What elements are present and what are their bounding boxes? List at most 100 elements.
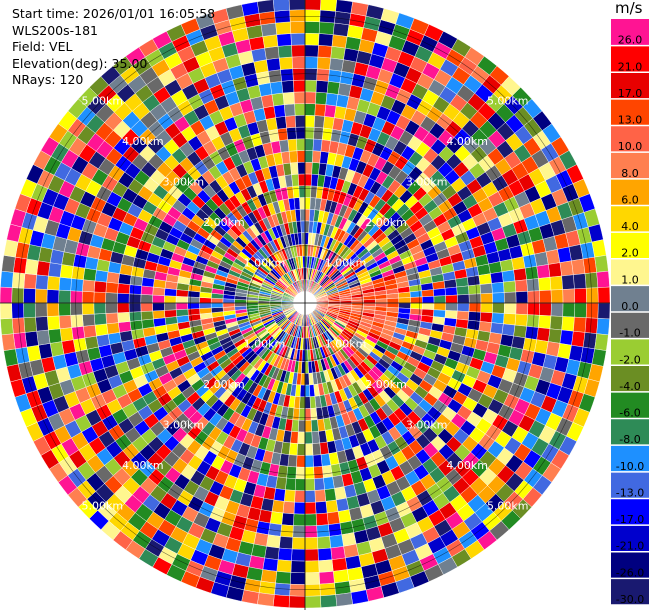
gate-cell (312, 442, 322, 456)
range-ring-label: 2.00km (365, 378, 407, 391)
gate-cell (48, 328, 62, 344)
gate-cell (326, 511, 341, 525)
gate-cell (106, 271, 120, 284)
gate-cell (410, 302, 423, 310)
gate-cell (70, 290, 83, 304)
range-ring-label: 2.00km (203, 378, 245, 391)
range-ring-label: 3.00km (406, 175, 448, 188)
gate-cell (304, 595, 322, 609)
colorbar-bin (611, 498, 649, 526)
range-ring-label: 5.00km (487, 94, 529, 107)
gate-cell (398, 297, 411, 304)
range-ring-label: 5.00km (487, 500, 529, 513)
gate-cell (492, 292, 505, 304)
gate-cell (468, 311, 481, 322)
gate-cell (0, 270, 14, 288)
colorbar: 26.0 21.0 17.0 13.0 10.0 8.0 6.0 4.0 2.0 1.0 0.0 -1… (611, 19, 649, 605)
gate-cell (503, 313, 517, 326)
gate-cell (304, 572, 320, 585)
colorbar-tick-label: -30.0 (616, 593, 644, 605)
gate-cell (269, 81, 284, 95)
gate-cell (128, 302, 142, 313)
gate-cell (93, 291, 107, 304)
gate-cell (234, 302, 247, 307)
gate-cell (290, 32, 306, 46)
gate-cell (47, 275, 61, 291)
gate-cell (574, 288, 587, 304)
gate-cell (351, 299, 364, 304)
gate-cell (0, 302, 13, 320)
gate-cell (271, 92, 285, 107)
gate-cell (421, 289, 435, 298)
gate-cell (281, 80, 295, 94)
gate-cell (296, 443, 306, 456)
gate-cell (35, 316, 49, 332)
range-grid (0, 0, 610, 610)
gate-cell (433, 302, 446, 311)
gate-cell (292, 185, 300, 199)
gate-cell (290, 21, 306, 34)
gate-cell (83, 324, 97, 339)
elevation-label: Elevation(deg): 35.00 (12, 55, 148, 71)
gate-cell (433, 288, 446, 297)
range-ring-label: 5.00km (81, 94, 123, 107)
gate-cell (304, 525, 318, 538)
gate-cell (315, 501, 328, 515)
gate-cell (96, 333, 111, 348)
colorbar-tick-label: 1.0 (621, 273, 639, 286)
gate-cell (330, 46, 346, 60)
start-time-label: Start time: 2026/01/01 16:05:58 (12, 6, 216, 21)
gate-cell (58, 302, 71, 317)
gate-cell (480, 292, 493, 304)
gate-cell (331, 557, 348, 572)
gate-cell (175, 302, 189, 310)
gate-cell (187, 302, 200, 310)
gate-cell (386, 302, 400, 309)
range-ring-label: 3.00km (163, 419, 205, 432)
gate-cell (315, 512, 329, 526)
gate-cell (304, 466, 315, 480)
gate-cell (107, 332, 122, 345)
colorbar-tick-label: -10.0 (616, 460, 644, 473)
gate-cell (210, 297, 224, 304)
gate-cell (164, 309, 177, 318)
colorbar-bin (611, 578, 649, 605)
gate-cell (538, 315, 552, 329)
gate-cell (287, 138, 298, 152)
gate-cell (94, 269, 109, 283)
gate-cell (300, 220, 306, 233)
gate-cell (58, 289, 71, 304)
gate-cell (304, 68, 318, 81)
gate-cell (522, 253, 537, 269)
gate-cell (398, 291, 411, 299)
gate-cell (105, 312, 119, 325)
gate-cell (288, 442, 298, 456)
gate-cell (335, 592, 353, 607)
gate-cell (332, 22, 350, 37)
gate-cell (304, 455, 314, 468)
gate-cell (23, 302, 36, 318)
gate-cell (152, 294, 165, 304)
gate-cell (272, 0, 290, 12)
gate-cell (291, 548, 306, 562)
gate-cell (490, 322, 504, 335)
colorbar-bin (611, 205, 649, 233)
gate-cell (277, 547, 293, 561)
gate-cell (24, 330, 39, 348)
range-ring-label: 1.00km (325, 256, 367, 269)
gate-cell (466, 275, 481, 287)
gate-cell (326, 81, 341, 95)
gate-cell (304, 490, 316, 503)
gate-cell (309, 396, 317, 409)
gate-cell (559, 329, 574, 346)
gate-cell (457, 294, 470, 304)
gate-cell (539, 302, 552, 317)
gate-cell (443, 278, 457, 289)
gate-cell (318, 21, 335, 35)
gate-cell (84, 335, 99, 350)
colorbar-tick-label: -4.0 (619, 380, 640, 393)
gate-cell (222, 302, 235, 308)
gate-cell (281, 512, 295, 526)
gate-cell (293, 79, 306, 93)
gate-cell (511, 256, 526, 271)
